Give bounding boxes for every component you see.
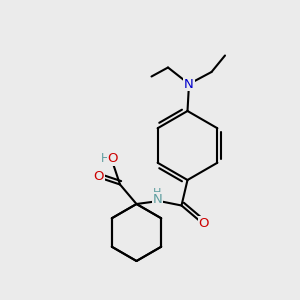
Polygon shape — [112, 204, 161, 261]
Text: O: O — [94, 170, 104, 184]
Text: H: H — [153, 188, 162, 199]
Text: N: N — [184, 77, 194, 91]
Text: H: H — [100, 152, 109, 166]
Text: N: N — [153, 193, 162, 206]
Text: O: O — [199, 217, 209, 230]
Text: O: O — [107, 152, 118, 166]
